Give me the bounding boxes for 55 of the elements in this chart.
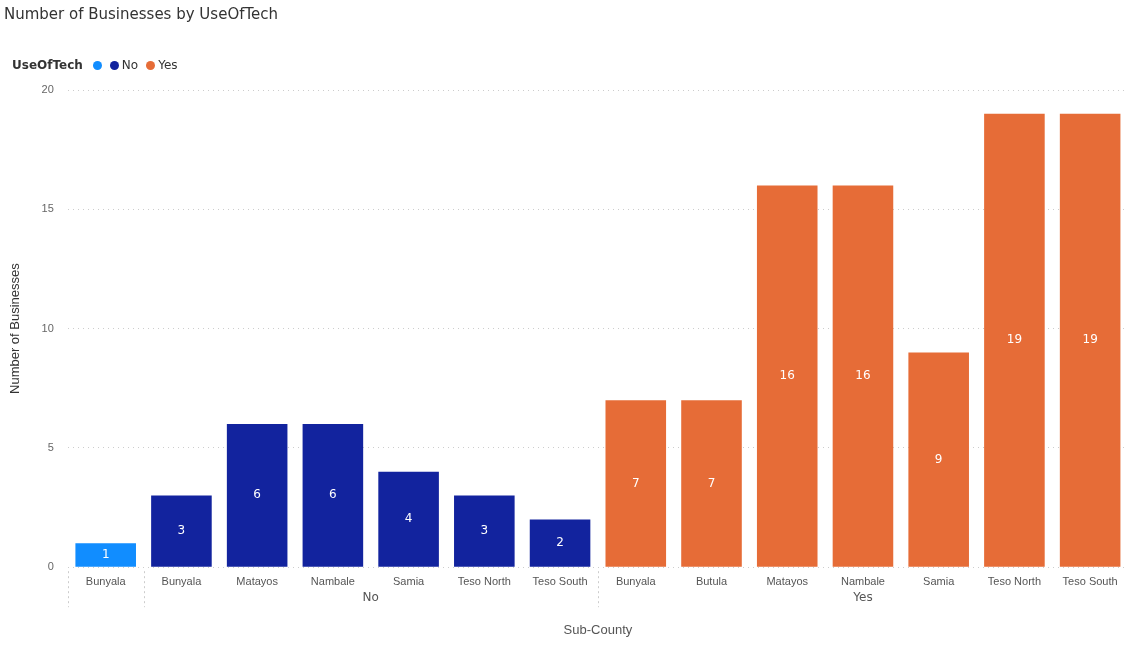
x-tick-label: Teso South [1062,574,1118,587]
x-tick-label: Nambale [840,574,885,587]
legend-title: UseOfTech [12,58,83,72]
y-tick-label: 5 [47,440,54,453]
bar [226,424,288,567]
x-tick-label: Samia [923,574,956,587]
x-tick-label: Bunyala [161,574,203,587]
data-label: 3 [480,523,489,538]
x-tick-label: Teso South [532,574,588,587]
bar [756,185,818,567]
bar [529,519,591,567]
y-tick-label: 0 [47,560,54,573]
x-tick-label: Samia [393,574,426,587]
data-label: 1 [101,547,110,562]
data-label: 19 [1082,332,1098,347]
bar [378,471,439,567]
text: Yes [853,590,873,605]
data-label: 7 [707,475,716,490]
text: No [362,590,379,605]
x-tick-label: Teso North [457,574,511,587]
y-tick-label: 20 [41,83,54,96]
bar [454,495,515,567]
chart-title: Number of Businesses by UseOfTech [4,4,279,23]
data-label: 3 [177,523,186,538]
data-label: 7 [631,475,640,490]
bar [832,185,894,567]
bar [984,113,1045,567]
bar [151,495,212,567]
data-label: 6 [329,487,337,502]
x-axis-title: Sub-County [563,621,633,637]
data-label: 16 [855,368,871,383]
data-label: 16 [779,368,795,383]
bar [908,352,969,567]
data-label: 6 [253,487,261,502]
y-tick-label: 15 [41,202,54,215]
x-tick-label: Bunyala [615,574,657,587]
x-tick-label: Bunyala [85,574,127,587]
y-axis-title: Number of Businesses [7,262,23,394]
data-label: 19 [1006,332,1023,347]
x-tick-label: Matayos [766,574,809,587]
legend-label: No [121,58,139,72]
legend-label: Yes [158,58,178,72]
x-tick-label: Matayos [236,574,279,587]
bar [1059,113,1121,567]
data-label: 9 [934,451,943,466]
bar [605,400,667,567]
y-tick-label: 10 [41,321,54,334]
bar [681,400,742,567]
data-label: 4 [404,511,413,526]
x-tick-label: Teso North [987,574,1042,587]
x-tick-label: Butula [695,574,728,587]
x-tick-label: Nambale [310,574,355,587]
data-label: 2 [556,535,564,550]
bar [75,543,136,567]
bar [302,424,364,567]
